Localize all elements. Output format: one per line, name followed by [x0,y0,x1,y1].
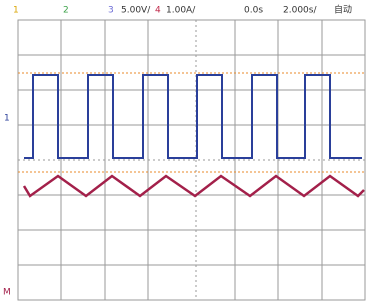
channel-1-label: 1 [13,6,19,16]
channel-4-marker: M [3,288,11,298]
channel-3-scale: 5.00V/ [121,6,151,16]
channel-4-scale: 1.00A/ [166,6,196,16]
channel-3-label: 3 [108,6,114,16]
channel-2-label: 2 [63,6,69,16]
header: 1 2 3 5.00V/ 4 1.00A/ 0.0s 2.000s/ 自动 [13,4,352,16]
trigger-mode: 自动 [334,4,352,16]
time-scale: 2.000s/ [283,6,317,16]
page: 1 2 3 5.00V/ 4 1.00A/ 0.0s 2.000s/ 自动 1 … [0,0,369,306]
background [0,0,369,306]
channel-4-label: 4 [155,6,161,16]
scope-screen: 1 2 3 5.00V/ 4 1.00A/ 0.0s 2.000s/ 自动 1 … [0,0,369,306]
time-offset: 0.0s [244,6,263,16]
channel-3-marker: 1 [4,114,10,124]
